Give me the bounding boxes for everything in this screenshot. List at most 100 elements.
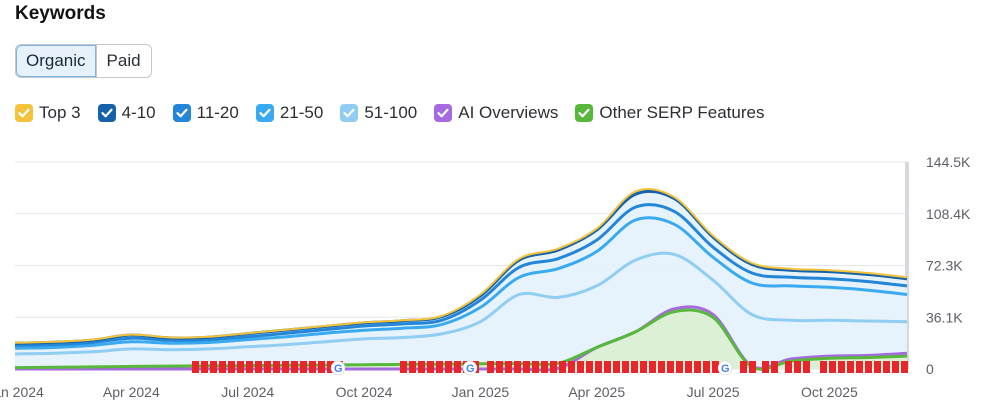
checkbox-icon[interactable] [172, 104, 191, 122]
x-tick-label: Oct 2025 [801, 384, 858, 400]
update-flag-marker [676, 361, 683, 373]
checkbox-icon[interactable] [340, 104, 359, 122]
section-title: Keywords [15, 3, 106, 24]
y-tick-label: 144.5K [926, 154, 971, 170]
update-flag-marker [400, 361, 407, 373]
update-flag-marker [838, 361, 845, 373]
update-flag-marker [541, 361, 548, 373]
update-flag-marker [514, 361, 521, 373]
update-flag-marker [487, 361, 494, 373]
legend-label: Other SERP Features [599, 103, 765, 122]
series-line-51-100 [14, 251, 908, 356]
update-flag-marker [820, 361, 827, 373]
update-flag-marker [237, 361, 244, 373]
checkbox-icon[interactable] [575, 104, 594, 122]
legend-item-51-100[interactable]: 51-100 [340, 103, 417, 123]
update-flag-marker [577, 361, 584, 373]
legend-label: Top 3 [39, 103, 81, 122]
x-tick-label: Apr 2024 [103, 384, 160, 400]
update-flag-marker [865, 361, 872, 373]
google-icon-glyph: G [334, 363, 343, 375]
x-tick-label: Jan 2024 [0, 384, 44, 400]
google-icon [330, 360, 346, 376]
update-flag-marker [454, 361, 461, 373]
update-flag-marker [418, 361, 425, 373]
legend-item-other-serp-features[interactable]: Other SERP Features [575, 103, 764, 123]
checkbox-icon[interactable] [255, 104, 274, 122]
update-flag-marker [740, 361, 747, 373]
update-flag-marker [667, 361, 674, 373]
update-flag-marker [883, 361, 890, 373]
update-flag-marker [327, 361, 334, 373]
update-flag-marker [246, 361, 253, 373]
update-flag-marker [219, 361, 226, 373]
update-flag-marker [694, 361, 701, 373]
x-tick-label: Oct 2024 [336, 384, 393, 400]
checkbox-icon[interactable] [434, 104, 453, 122]
update-flag-marker [568, 361, 575, 373]
update-flag-marker [505, 361, 512, 373]
organic-paid-toggle[interactable]: Organic Paid [15, 44, 152, 78]
update-flag-marker [703, 361, 710, 373]
update-flag-marker [892, 361, 899, 373]
update-flag-marker [712, 361, 719, 373]
checkbox-icon[interactable] [15, 104, 33, 122]
y-tick-label: 108.4K [926, 206, 971, 222]
tab-paid[interactable]: Paid [106, 51, 141, 70]
update-flag-marker [874, 361, 881, 373]
update-flag-marker [856, 361, 863, 373]
google-icon [462, 360, 478, 376]
update-flag-marker [749, 361, 756, 373]
legend-item-21-50[interactable]: 21-50 [255, 103, 324, 123]
checkbox-icon[interactable] [97, 104, 116, 122]
area-fill-other-serp [15, 310, 907, 370]
update-flag-marker [201, 361, 208, 373]
update-flag-marker [409, 361, 416, 373]
update-flag-marker [300, 361, 307, 373]
legend-label: 4-10 [121, 103, 156, 122]
y-tick-label: 72.3K [926, 258, 963, 274]
x-tick-label: Apr 2025 [568, 384, 625, 400]
update-flag-marker [901, 361, 908, 373]
toggle-divider [95, 45, 97, 77]
x-tick-label: Jan 2025 [452, 384, 510, 400]
update-flag-marker [532, 361, 539, 373]
update-flag-marker [427, 361, 434, 373]
google-icon-glyph: G [466, 363, 475, 375]
legend-item-ai-overviews[interactable]: AI Overviews [434, 103, 558, 123]
update-flag-marker [550, 361, 557, 373]
keywords-chart[interactable]: 0 36.1K 72.3K 108.4K 144.5K G G G Jan 2024 Apr 20… [0, 140, 987, 405]
update-flag-marker [803, 361, 810, 373]
legend-item-top-3[interactable]: Top 3 [15, 103, 81, 123]
x-tick-label: Jul 2025 [687, 384, 740, 400]
x-tick-label: Jul 2024 [221, 384, 274, 400]
series-line-top-3 [14, 187, 908, 344]
legend-label: 21-50 [279, 103, 324, 122]
legend-label: AI Overviews [458, 103, 559, 122]
update-flag-marker [210, 361, 217, 373]
update-flag-marker [829, 361, 836, 373]
update-flag-marker [445, 361, 452, 373]
update-flag-marker [847, 361, 854, 373]
update-flag-marker [762, 361, 769, 373]
update-flag-marker [640, 361, 647, 373]
update-flag-marker [649, 361, 656, 373]
update-flag-marker [658, 361, 665, 373]
google-icon-glyph: G [721, 363, 730, 375]
update-flag-marker [309, 361, 316, 373]
chart-legend: Top 3 4-10 11-20 21-50 51-100 AI Overvie… [15, 103, 781, 123]
legend-item-11-20[interactable]: 11-20 [172, 103, 239, 123]
update-flag-marker [586, 361, 593, 373]
update-flag-marker [771, 361, 778, 373]
update-flag-marker [604, 361, 611, 373]
update-flag-marker [785, 361, 792, 373]
update-flag-marker [282, 361, 289, 373]
update-flag-marker [273, 361, 280, 373]
update-flag-marker [228, 361, 235, 373]
update-flag-marker [595, 361, 602, 373]
update-flag-marker [318, 361, 325, 373]
tab-organic[interactable]: Organic [16, 45, 96, 77]
legend-item-4-10[interactable]: 4-10 [97, 103, 156, 123]
update-flag-marker [291, 361, 298, 373]
update-flag-marker [613, 361, 620, 373]
